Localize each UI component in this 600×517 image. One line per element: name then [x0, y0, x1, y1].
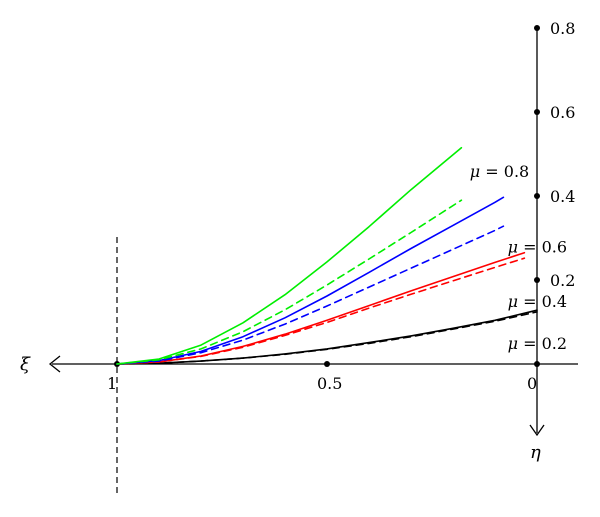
series-line-mu-0.6-solid — [116, 196, 505, 365]
mu-symbol: μ — [508, 237, 518, 256]
x-axis-symbol: ξ — [20, 354, 31, 375]
y-axis-symbol: η — [530, 442, 541, 463]
mu-value: = 0.4 — [518, 292, 567, 311]
y-tick-dot — [534, 193, 540, 199]
y-axis-arrow — [529, 424, 545, 437]
mu-symbol: μ — [470, 162, 480, 181]
series-line-mu-0.8-solid — [116, 146, 463, 365]
curves — [116, 146, 538, 365]
origin-dot — [534, 361, 540, 367]
series-line-mu-0.4-dashed — [116, 257, 526, 365]
series-line-mu-0.2-dashed — [116, 311, 538, 365]
series-line-mu-0.8-dashed — [116, 199, 463, 365]
mu-value: = 0.6 — [518, 237, 567, 256]
series-line-mu-0.6-dashed — [116, 225, 505, 365]
x-tick-label: 0.5 — [317, 374, 342, 393]
mu-label-0.8: μ = 0.8 — [470, 162, 529, 181]
series-line-mu-0.4-solid — [116, 251, 526, 365]
mu-value: = 0.2 — [518, 334, 567, 353]
x-axis-arrow — [48, 355, 61, 373]
y-tick-dot — [534, 25, 540, 31]
y-tick-label: 0.4 — [550, 187, 575, 206]
x-tick-dot — [324, 361, 330, 367]
x-tick-label: 1 — [107, 374, 117, 393]
mu-label-0.6: μ = 0.6 — [508, 237, 567, 256]
y-tick-dot — [534, 277, 540, 283]
y-tick-label: 0.2 — [550, 271, 575, 290]
mu-label-0.4: μ = 0.4 — [508, 292, 567, 311]
mu-symbol: μ — [508, 334, 518, 353]
y-tick-dot — [534, 109, 540, 115]
mu-label-0.2: μ = 0.2 — [508, 334, 567, 353]
mu-value: = 0.8 — [480, 162, 529, 181]
mu-symbol: μ — [508, 292, 518, 311]
x-tick-label: 0 — [527, 374, 537, 393]
y-tick-label: 0.6 — [550, 103, 575, 122]
y-tick-label: 0.8 — [550, 19, 575, 38]
